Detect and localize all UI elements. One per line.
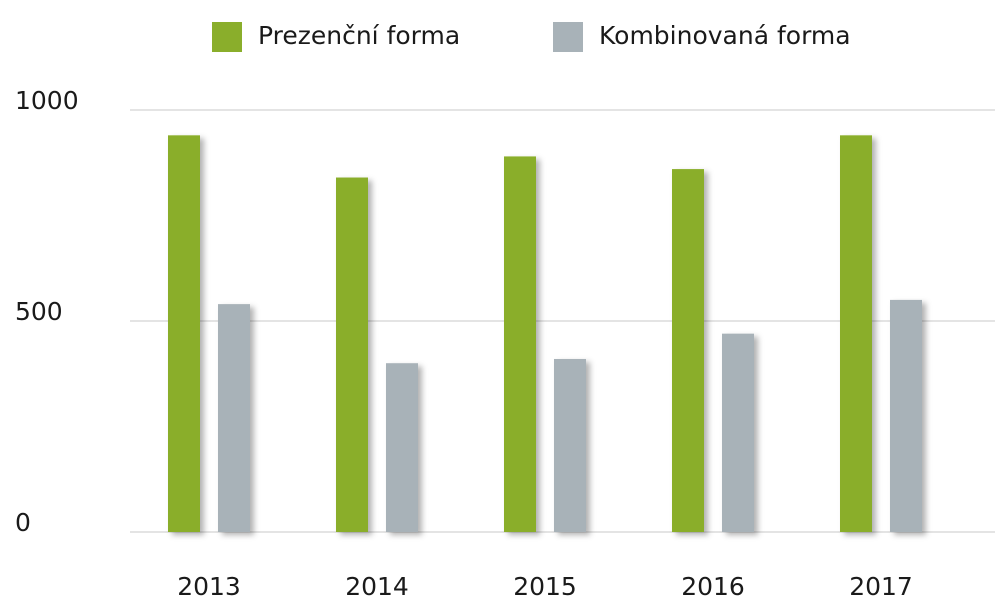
x-tick-label: 2013: [177, 572, 241, 601]
bar: [168, 135, 200, 532]
bar: [840, 135, 872, 532]
legend-label: Prezenční forma: [258, 21, 460, 50]
bar: [336, 177, 368, 532]
x-tick-label: 2017: [849, 572, 913, 601]
legend-swatch: [212, 22, 242, 52]
bar: [672, 169, 704, 532]
x-tick-label: 2014: [345, 572, 409, 601]
y-tick-label: 500: [15, 297, 63, 326]
legend-label: Kombinovaná forma: [599, 21, 851, 50]
legend-swatch: [553, 22, 583, 52]
bar: [554, 358, 586, 532]
x-tick-label: 2015: [513, 572, 577, 601]
y-tick-label: 0: [15, 508, 31, 537]
y-tick-label: 1000: [15, 86, 79, 115]
x-tick-label: 2016: [681, 572, 745, 601]
bar: [504, 156, 536, 533]
bar: [218, 304, 250, 532]
bar: [722, 333, 754, 532]
bar: [890, 299, 922, 532]
bar: [386, 363, 418, 532]
